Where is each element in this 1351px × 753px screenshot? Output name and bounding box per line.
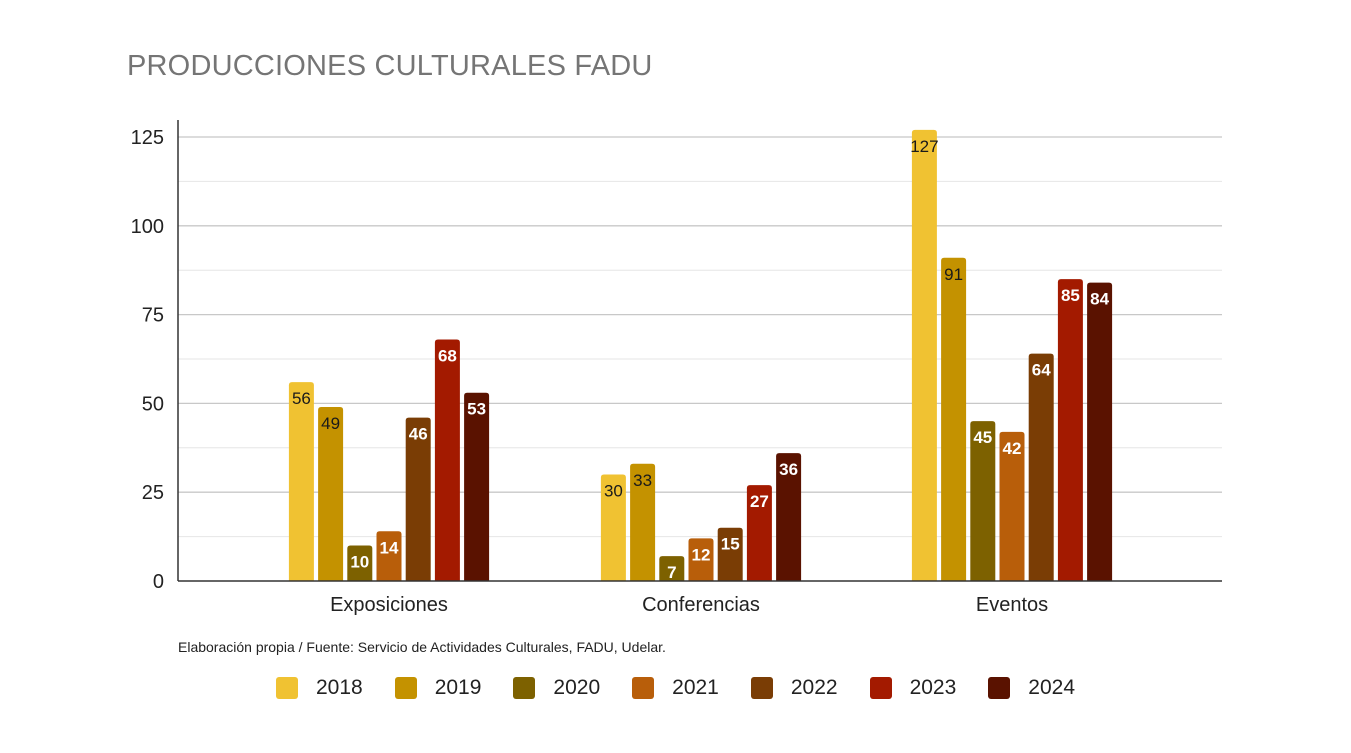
bar	[376, 531, 402, 581]
x-tick-label: Eventos	[976, 594, 1048, 616]
legend-label: 2024	[1028, 676, 1076, 699]
bar	[688, 538, 714, 581]
bar	[464, 392, 490, 581]
bar	[776, 453, 802, 581]
bar-value-label: 91	[944, 265, 963, 284]
bar-value-label: 127	[910, 137, 938, 156]
bar	[405, 417, 431, 581]
source-note: Elaboración propia / Fuente: Servicio de…	[178, 639, 666, 655]
y-tick-label: 25	[142, 482, 164, 504]
legend-item: 2019	[394, 676, 482, 700]
bar	[717, 527, 743, 581]
legend: 2018 2019 2020 2021 2022 2023 2024	[0, 676, 1351, 700]
bar-value-label: 33	[633, 471, 652, 490]
legend-item: 2018	[275, 676, 363, 700]
y-tick-label: 100	[131, 216, 164, 238]
legend-label: 2022	[790, 676, 838, 699]
bar-value-label: 56	[292, 389, 311, 408]
bar	[970, 421, 996, 581]
bar-value-label: 30	[604, 481, 623, 500]
legend-item: 2020	[513, 676, 600, 700]
chart-plot: 0 25 50 75 100 125 56 49 10 14 46 68 53 Exposiciones 3…	[131, 120, 1222, 616]
legend-item: 2023	[869, 676, 957, 700]
legend-swatch	[632, 677, 655, 699]
bar	[1028, 353, 1054, 581]
legend-item: 2022	[750, 676, 838, 700]
bar-value-label: 85	[1061, 286, 1080, 305]
bar	[999, 431, 1025, 581]
bar	[347, 545, 373, 581]
bar	[1057, 279, 1083, 581]
legend-label: 2018	[315, 676, 363, 699]
bar-value-label: 12	[692, 545, 711, 564]
bar	[659, 556, 685, 581]
bar-value-label: 27	[750, 492, 769, 511]
legend-swatch	[750, 677, 773, 699]
legend-label: 2020	[553, 676, 601, 699]
legend-swatch	[275, 677, 298, 699]
bar-value-label: 10	[350, 552, 369, 571]
bar	[434, 339, 460, 581]
legend-label: 2019	[434, 676, 482, 699]
bar	[318, 406, 344, 581]
bar-value-label: 42	[1003, 439, 1022, 458]
bar	[600, 474, 626, 581]
y-tick-label: 75	[142, 305, 164, 327]
bar	[911, 129, 937, 581]
bar-value-label: 64	[1032, 361, 1051, 380]
bar	[746, 485, 772, 581]
bar	[941, 257, 967, 581]
bar	[1087, 282, 1113, 581]
legend-swatch	[869, 677, 892, 699]
legend-swatch	[394, 677, 417, 699]
bar-value-label: 15	[721, 535, 740, 554]
bar-value-label: 49	[321, 414, 340, 433]
chart-title: PRODUCCIONES CULTURALES FADU	[127, 50, 653, 82]
legend-item: 2024	[988, 676, 1075, 700]
bar-value-label: 84	[1090, 290, 1109, 309]
legend-label: 2021	[672, 676, 719, 699]
y-tick-label: 125	[131, 127, 164, 149]
bar	[288, 382, 314, 581]
bar	[630, 463, 656, 581]
legend-item: 2021	[632, 676, 719, 700]
bar-value-label: 36	[779, 460, 798, 479]
legend-swatch	[988, 677, 1011, 699]
legend-label: 2023	[909, 676, 957, 699]
y-tick-label: 50	[142, 393, 164, 415]
y-tick-label: 0	[153, 571, 164, 593]
bar-value-label: 45	[973, 428, 992, 447]
x-tick-label: Exposiciones	[330, 594, 448, 616]
legend-swatch	[513, 677, 536, 699]
bar-value-label: 7	[667, 563, 676, 582]
x-tick-label: Conferencias	[642, 594, 760, 616]
bar-value-label: 68	[438, 346, 457, 365]
bar-value-label: 14	[380, 538, 399, 557]
bar-value-label: 46	[409, 425, 428, 444]
bar-value-label: 53	[467, 400, 486, 419]
